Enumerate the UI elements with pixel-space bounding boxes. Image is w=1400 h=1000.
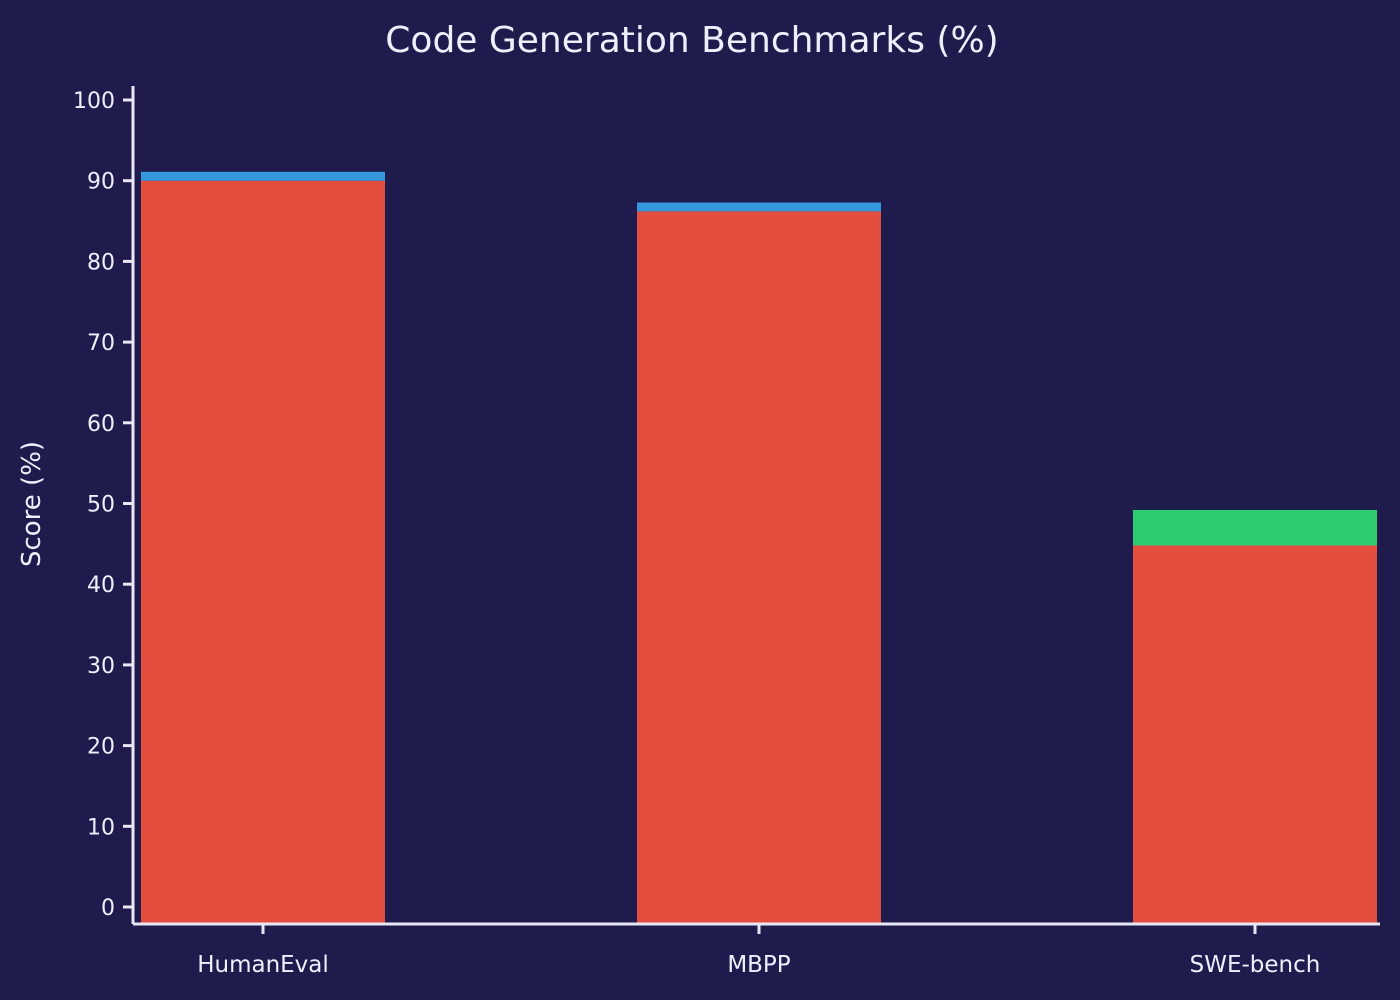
- y-tick-label: 70: [87, 331, 115, 356]
- y-tick-label: 50: [87, 493, 115, 518]
- x-tick-label: MBPP: [727, 952, 790, 978]
- bar-humaneval-segment-1: [141, 180, 385, 923]
- bar-mbpp-segment-1: [637, 211, 881, 924]
- y-tick-label: 60: [87, 412, 115, 437]
- y-tick-label: 10: [87, 815, 115, 840]
- plot-area: 0 10 20 30 40 50 60 70 80 90 100 HumanEval MBPP SWE-b…: [73, 86, 1380, 978]
- chart-title: Code Generation Benchmarks (%): [385, 20, 998, 61]
- y-tick-label: 100: [73, 89, 115, 114]
- y-tick-label: 40: [87, 573, 115, 598]
- x-tick-label: HumanEval: [197, 952, 329, 978]
- bar-swe-bench-segment-1: [1133, 545, 1377, 923]
- y-tick-label: 80: [87, 250, 115, 275]
- y-tick-label: 0: [101, 896, 115, 921]
- bar-mbpp-segment-2: [637, 202, 881, 212]
- y-tick-label: 20: [87, 735, 115, 760]
- x-tick-label: SWE-bench: [1190, 952, 1321, 978]
- bar-humaneval-segment-2: [141, 171, 385, 181]
- bar-swe-bench-segment-3: [1133, 509, 1377, 546]
- y-tick-label: 90: [87, 170, 115, 195]
- y-tick-label: 30: [87, 654, 115, 679]
- y-axis-label: Score (%): [17, 441, 47, 567]
